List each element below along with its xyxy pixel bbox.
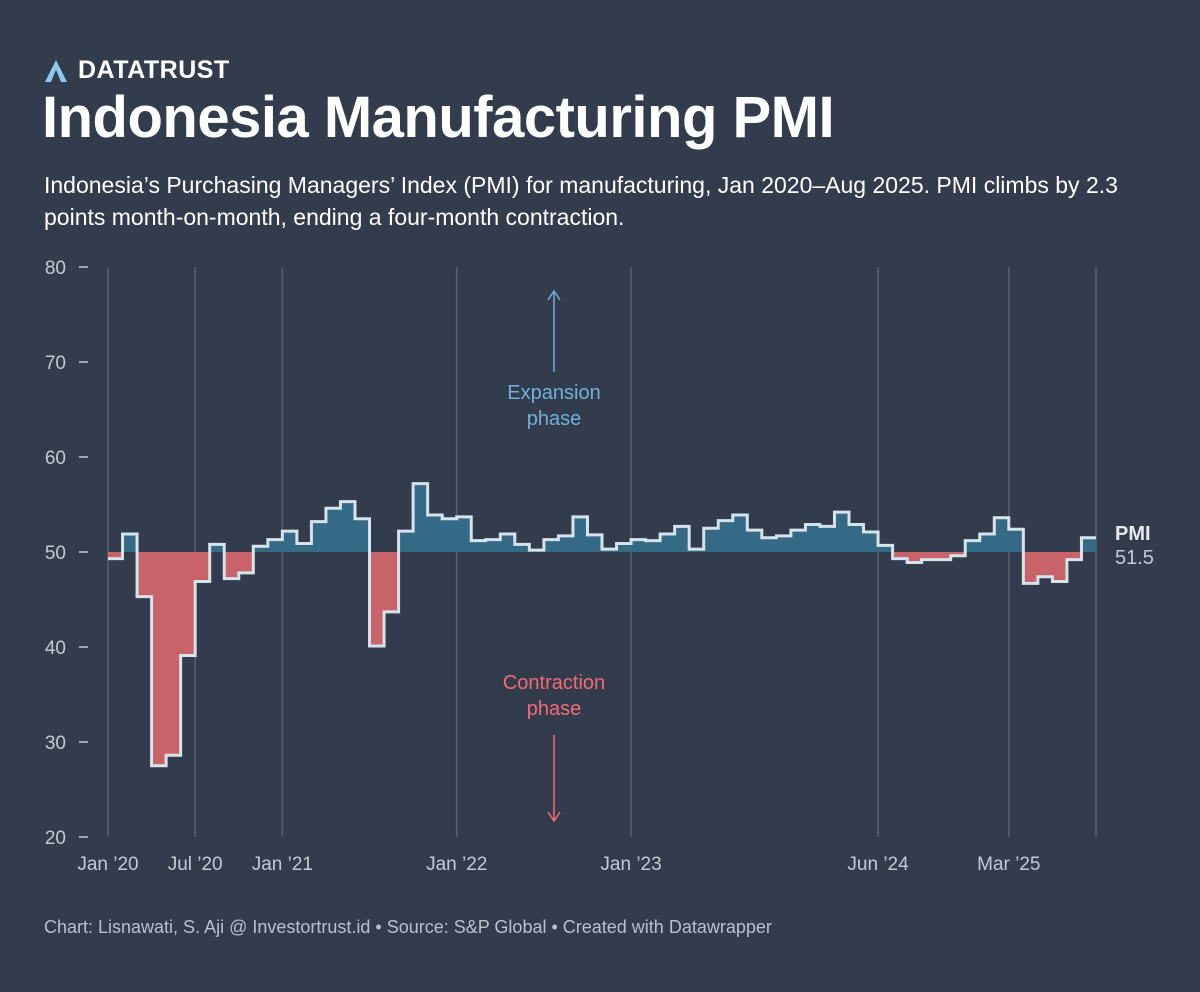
x-tick-label: Jun ’24 bbox=[847, 854, 909, 875]
contraction-bar bbox=[369, 552, 385, 647]
x-tick-label: Jan ’21 bbox=[252, 854, 313, 875]
y-tick-label: 80 bbox=[45, 258, 66, 279]
brand-name: DATATRUST bbox=[78, 56, 230, 84]
expansion-bar bbox=[456, 516, 472, 552]
contraction-bar bbox=[166, 552, 182, 756]
expansion-bar bbox=[572, 516, 589, 552]
expansion-bar bbox=[471, 540, 487, 552]
expansion-bar bbox=[558, 535, 574, 552]
page-title: Indonesia Manufacturing PMI bbox=[42, 85, 835, 150]
expansion-bar bbox=[849, 524, 865, 552]
contraction-bar bbox=[384, 552, 400, 612]
expansion-bar bbox=[413, 483, 429, 552]
expansion-bar bbox=[296, 543, 313, 552]
x-tick-label: Jan ’23 bbox=[600, 854, 661, 875]
pmi-step-area-chart: 20 30 40 50 60 70 80 Jan ’20 Jul ’20 Jan ’21 Jan ’… bbox=[45, 258, 1154, 875]
y-tick-label: 60 bbox=[45, 448, 66, 469]
expansion-bar bbox=[718, 520, 734, 552]
expansion-bar bbox=[355, 518, 371, 552]
expansion-bar bbox=[587, 534, 603, 552]
expansion-bar bbox=[979, 533, 995, 552]
expansion-bar bbox=[1008, 529, 1024, 552]
expansion-bar bbox=[732, 514, 748, 552]
y-tick-label: 70 bbox=[45, 353, 66, 374]
contraction-bar bbox=[1066, 552, 1083, 560]
contraction-bar bbox=[151, 552, 167, 766]
contraction-bar bbox=[1037, 552, 1054, 577]
expansion-bar bbox=[427, 514, 443, 552]
contraction-bar bbox=[950, 552, 966, 556]
expansion-bar bbox=[485, 539, 501, 552]
expansion-bar bbox=[340, 501, 356, 552]
expansion-bar bbox=[805, 524, 821, 552]
expansion-arrowhead-icon bbox=[547, 289, 561, 301]
contraction-bar bbox=[921, 552, 937, 560]
expansion-bar bbox=[703, 528, 719, 552]
expansion-bar bbox=[398, 531, 414, 552]
series-end-value: 51.5 bbox=[1115, 547, 1154, 569]
expansion-bar bbox=[790, 530, 807, 552]
expansion-bar bbox=[863, 532, 879, 552]
expansion-bar bbox=[311, 521, 327, 552]
y-tick-label: 20 bbox=[45, 828, 66, 849]
expansion-bar bbox=[747, 530, 763, 552]
brand: DATATRUST bbox=[44, 56, 230, 85]
expansion-bar bbox=[645, 540, 661, 552]
series-end-label: PMI bbox=[1115, 523, 1151, 545]
contraction-bar bbox=[238, 552, 254, 573]
line-layer bbox=[108, 482, 1096, 768]
axis-layer: 20 30 40 50 60 70 80 Jan ’20 Jul ’20 Jan ’21 Jan ’… bbox=[45, 258, 1041, 875]
y-tick-label: 50 bbox=[45, 543, 66, 564]
expansion-phase-label: phase bbox=[527, 408, 582, 430]
expansion-bar bbox=[878, 545, 894, 552]
contraction-phase-label: phase bbox=[527, 698, 582, 720]
contraction-bar bbox=[1052, 552, 1068, 582]
expansion-bar bbox=[122, 533, 138, 552]
expansion-bar bbox=[442, 518, 458, 552]
expansion-bar bbox=[253, 546, 269, 552]
expansion-bar bbox=[776, 535, 792, 552]
contraction-phase-label: Contraction bbox=[503, 672, 605, 694]
expansion-bar bbox=[965, 540, 981, 552]
contraction-bar bbox=[195, 552, 211, 582]
contraction-bar bbox=[180, 552, 196, 656]
y-tick-label: 30 bbox=[45, 733, 66, 754]
contraction-bar bbox=[108, 552, 124, 559]
expansion-bar bbox=[1081, 537, 1097, 552]
y-tick-label: 40 bbox=[45, 638, 66, 659]
x-tick-label: Jul ’20 bbox=[168, 854, 223, 875]
expansion-bar bbox=[761, 537, 777, 552]
contraction-bar bbox=[224, 552, 240, 579]
expansion-phase-label: Expansion bbox=[507, 382, 600, 404]
contraction-bar bbox=[936, 552, 952, 560]
triangle-a-logo-icon bbox=[45, 59, 67, 82]
contraction-bar bbox=[137, 552, 153, 597]
area-layer bbox=[108, 483, 1097, 766]
expansion-bar bbox=[325, 508, 342, 552]
expansion-bar bbox=[674, 526, 690, 552]
expansion-bar bbox=[543, 539, 560, 552]
expansion-bar bbox=[514, 544, 530, 552]
contraction-bar bbox=[907, 552, 923, 563]
x-tick-label: Jan ’20 bbox=[77, 854, 138, 875]
expansion-bar bbox=[267, 539, 283, 552]
x-tick-label: Jan ’22 bbox=[426, 854, 487, 875]
expansion-bar bbox=[500, 533, 516, 552]
expansion-bar bbox=[994, 517, 1010, 552]
contraction-bar bbox=[1023, 552, 1039, 584]
expansion-bar bbox=[616, 543, 632, 552]
pmi-step-line bbox=[108, 482, 1096, 768]
contraction-arrowhead-icon bbox=[547, 811, 561, 823]
x-tick-label: Mar ’25 bbox=[977, 854, 1040, 875]
expansion-bar bbox=[282, 531, 298, 552]
expansion-bar bbox=[631, 539, 647, 552]
expansion-bar bbox=[819, 526, 836, 552]
expansion-bar bbox=[209, 544, 225, 552]
expansion-bar bbox=[834, 512, 850, 552]
contraction-bar bbox=[892, 552, 908, 559]
page-subtitle: Indonesia’s Purchasing Managers’ Index (… bbox=[44, 172, 1118, 230]
expansion-bar bbox=[660, 533, 676, 552]
chart-credit-footer: Chart: Lisnawati, S. Aji @ Investortrust… bbox=[44, 917, 772, 937]
